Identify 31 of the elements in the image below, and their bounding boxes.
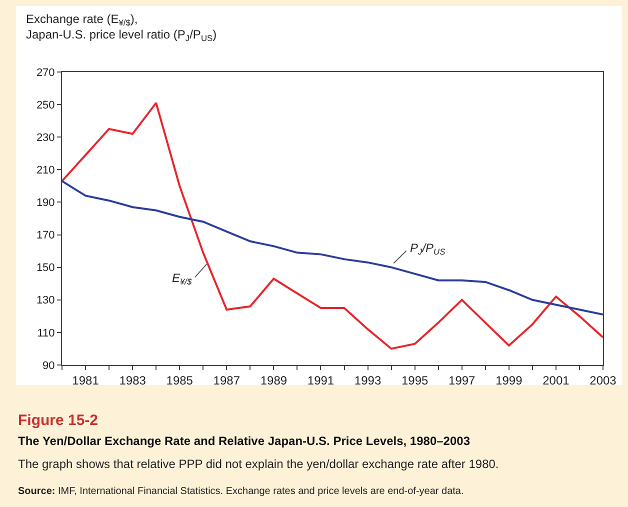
x-tick-label: 2003 (590, 373, 617, 388)
x-tick-label: 2001 (542, 373, 570, 388)
x-tick-label: 1997 (448, 373, 476, 388)
y-tick-label: 250 (36, 99, 55, 112)
y-axis-title: Exchange rate (E$_{¥/$}$), Japan-U.S. price level ratio (P$_{J}$/P$_{US}$) (26, 12, 217, 44)
y-tick-label: 210 (36, 164, 55, 177)
series-label: E$_{¥/$}$ (172, 271, 192, 287)
series-label: P$_{J}$/P$_{US}$ (410, 241, 446, 257)
x-tick-label: 1987 (213, 373, 240, 388)
y-tick-label: 130 (36, 294, 55, 307)
y-tick-label: 110 (37, 327, 55, 340)
line-series (62, 102, 603, 350)
line-series (62, 180, 603, 316)
y-tick-label: 150 (36, 262, 55, 274)
x-tick-label: 1985 (166, 373, 194, 388)
x-tick-label: 1991 (307, 373, 334, 388)
y-tick-label: 190 (36, 197, 55, 210)
x-tick-label: 1981 (72, 373, 100, 388)
x-tick-label: 1999 (496, 373, 523, 388)
x-tick-label: 1989 (260, 373, 288, 388)
source-note: Source: IMF, International Financial Statistics. Exchange rates and price levels are end-of-year data. (18, 486, 464, 497)
text: The Yen/Dollar Exchange Rate and Relative Japan-U.S. Price Levels, 1980–2003 (18, 434, 470, 448)
y-tick-label: 170 (36, 230, 55, 242)
y-tick-label: 90 (42, 360, 55, 372)
y-tick-label: 270 (36, 66, 55, 79)
text: The graph shows that relative PPP did not explain the yen/dollar exchange rate after 1980. (18, 457, 499, 471)
x-tick-label: 1983 (119, 373, 146, 388)
x-tick-label: 1995 (401, 373, 428, 388)
caption: Figure 15-2 (18, 412, 98, 429)
x-tick-label: 1993 (354, 373, 382, 388)
y-tick-label: 230 (36, 132, 55, 144)
